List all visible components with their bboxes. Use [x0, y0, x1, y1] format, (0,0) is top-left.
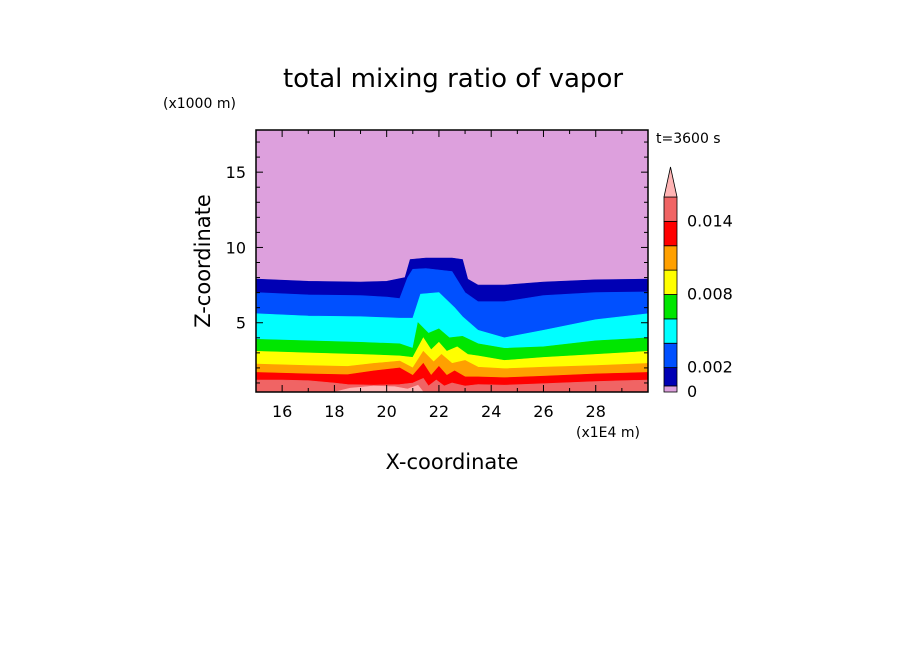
colorbar-tick-label: 0.008: [687, 285, 733, 304]
x-units-label: (x1E4 m): [576, 425, 640, 441]
colorbar-segment: [663, 385, 678, 393]
colorbar-tick-label: 0: [687, 382, 697, 401]
colorbar-tick-label: 0.014: [687, 211, 733, 230]
y-tick-labels: 5 10 15: [226, 163, 246, 333]
colorbar-segment: [663, 294, 678, 320]
colorbar-segment: [663, 220, 678, 247]
y-axis-label: Z-coordinate: [191, 194, 215, 328]
x-tick-label: 20: [376, 402, 396, 421]
y-tick-label: 15: [226, 163, 246, 182]
contour-fields: [255, 130, 649, 393]
colorbar-segment: [663, 245, 678, 271]
x-tick-label: 16: [272, 402, 292, 421]
colorbar: [663, 166, 678, 393]
x-tick-labels: 16 18 20 22 24 26 28: [272, 402, 606, 421]
colorbar-segment: [663, 342, 678, 369]
colorbar-tick-labels: 0 0.002 0.008 0.014: [687, 211, 733, 401]
x-tick-label: 22: [429, 402, 449, 421]
x-tick-label: 28: [586, 402, 606, 421]
x-axis-label: X-coordinate: [386, 450, 519, 474]
chart-title: total mixing ratio of vapor: [283, 64, 623, 94]
colorbar-segment: [663, 196, 678, 222]
colorbar-segment: [663, 367, 678, 387]
colorbar-tick-label: 0.002: [687, 358, 733, 377]
plot-frame: [255, 129, 649, 393]
colorbar-extend-arrow: [663, 166, 678, 198]
time-label: t=3600 s: [656, 131, 721, 147]
x-tick-label: 18: [324, 402, 344, 421]
x-tick-label: 24: [481, 402, 501, 421]
y-units-label: (x1000 m): [163, 96, 236, 112]
y-tick-label: 10: [226, 238, 246, 257]
colorbar-segment: [663, 318, 678, 344]
y-tick-label: 5: [236, 314, 246, 333]
x-tick-label: 26: [533, 402, 553, 421]
colorbar-segment: [663, 269, 678, 295]
